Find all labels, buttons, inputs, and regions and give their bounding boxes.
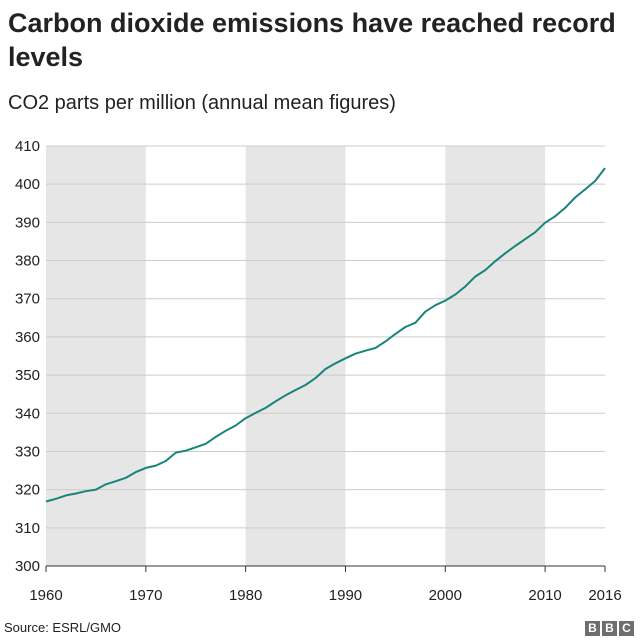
shaded-bands [46,146,546,566]
x-tick-label: 1960 [29,587,62,604]
bbc-logo-letter: C [619,621,634,636]
x-tick-label: 2010 [528,587,561,604]
x-tick-label: 2000 [429,587,462,604]
chart-subtitle: CO2 parts per million (annual mean figur… [8,92,396,114]
y-tick-label: 410 [15,138,40,155]
x-tick-label: 1990 [329,587,362,604]
y-tick-label: 370 [15,291,40,308]
bbc-logo-letter: B [602,621,617,636]
y-tick-label: 360 [15,329,40,346]
x-axis-ticks: 1960 1970 1980 1990 2000 2010 2016 [29,566,622,604]
y-tick-label: 340 [15,405,40,422]
y-tick-label: 310 [15,520,40,537]
bbc-logo: B B C [585,621,634,636]
x-tick-label: 2016 [588,587,621,604]
co2-series-line [45,167,606,503]
shaded-band [46,146,146,566]
shaded-band [445,146,546,566]
source-note: Source: ESRL/GMO [4,620,122,635]
x-tick-label: 1980 [229,587,262,604]
y-tick-label: 300 [15,558,40,575]
y-tick-label: 400 [15,176,40,193]
shaded-band [245,146,346,566]
y-tick-label: 350 [15,367,40,384]
chart-title: Carbon dioxide emissions have reached re… [8,8,616,72]
y-tick-label: 390 [15,214,40,231]
y-axis-ticks: 300 310 320 330 340 350 360 370 380 390 400 410 [15,138,40,575]
y-tick-label: 330 [15,443,40,460]
y-tick-label: 380 [15,253,40,270]
y-tick-label: 320 [15,482,40,499]
bbc-logo-letter: B [585,621,600,636]
series-group [45,167,606,503]
y-gridlines [46,145,605,529]
x-tick-label: 1970 [129,587,162,604]
